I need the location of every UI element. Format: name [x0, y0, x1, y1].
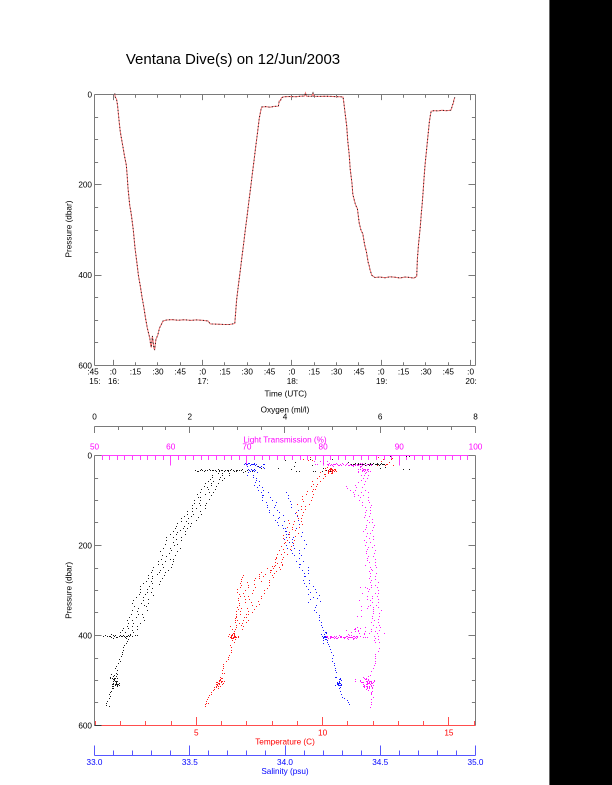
svg-text::45: :45 [264, 368, 276, 377]
svg-text::0: :0 [378, 368, 385, 377]
svg-text:4: 4 [283, 413, 288, 422]
svg-text::15: :15 [130, 368, 142, 377]
svg-text:Pressure (dbar): Pressure (dbar) [64, 562, 73, 619]
svg-text::15: :15 [309, 368, 321, 377]
svg-text:2: 2 [188, 413, 193, 422]
svg-text:Pressure (dbar): Pressure (dbar) [64, 200, 73, 257]
svg-text:Salinity (psu): Salinity (psu) [261, 767, 309, 776]
svg-text:5: 5 [194, 728, 199, 737]
svg-text:400: 400 [78, 271, 92, 280]
svg-text:Temperature (C): Temperature (C) [255, 738, 315, 747]
svg-text:60: 60 [166, 442, 176, 451]
svg-text:600: 600 [78, 361, 92, 370]
svg-text:0: 0 [92, 413, 97, 422]
svg-text::30: :30 [420, 368, 432, 377]
svg-text:18:: 18: [287, 377, 298, 386]
svg-text:34.5: 34.5 [372, 758, 388, 767]
svg-text:15: 15 [444, 728, 454, 737]
svg-text::15: :15 [219, 368, 231, 377]
svg-text:90: 90 [395, 442, 405, 451]
svg-text:70: 70 [242, 442, 252, 451]
svg-text:33.0: 33.0 [87, 758, 103, 767]
svg-text::45: :45 [443, 368, 455, 377]
svg-text:0: 0 [87, 451, 92, 460]
svg-text:34.0: 34.0 [277, 758, 293, 767]
svg-text:Time (UTC): Time (UTC) [264, 390, 307, 399]
svg-text::45: :45 [353, 368, 365, 377]
svg-text:15:: 15: [89, 377, 100, 386]
svg-text::0: :0 [199, 368, 206, 377]
svg-text:35.0: 35.0 [468, 758, 484, 767]
svg-text::30: :30 [242, 368, 254, 377]
svg-text:20:: 20: [465, 377, 476, 386]
svg-text:19:: 19: [376, 377, 387, 386]
svg-text::0: :0 [110, 368, 117, 377]
svg-text::45: :45 [87, 368, 99, 377]
svg-text:600: 600 [78, 721, 92, 730]
svg-text:Light Transmission (%): Light Transmission (%) [243, 436, 327, 445]
svg-text::30: :30 [152, 368, 164, 377]
svg-text:Ventana Dive(s) on 12/Jun/2003: Ventana Dive(s) on 12/Jun/2003 [126, 51, 340, 68]
svg-text:33.5: 33.5 [182, 758, 198, 767]
svg-text:17:: 17: [197, 377, 208, 386]
svg-text:10: 10 [318, 728, 328, 737]
svg-text:8: 8 [473, 413, 478, 422]
svg-text:200: 200 [78, 181, 92, 190]
svg-text:0: 0 [87, 90, 92, 99]
svg-text:Oxygen (ml/l): Oxygen (ml/l) [261, 405, 310, 414]
svg-text:100: 100 [469, 442, 483, 451]
svg-text::45: :45 [175, 368, 187, 377]
svg-text:80: 80 [319, 442, 329, 451]
svg-text::15: :15 [398, 368, 410, 377]
svg-text::30: :30 [331, 368, 343, 377]
svg-text::0: :0 [467, 368, 474, 377]
svg-text:400: 400 [78, 631, 92, 640]
svg-text::0: :0 [288, 368, 295, 377]
svg-text:50: 50 [90, 442, 100, 451]
svg-text:200: 200 [78, 541, 92, 550]
svg-text:16:: 16: [108, 377, 119, 386]
svg-text:6: 6 [378, 413, 383, 422]
